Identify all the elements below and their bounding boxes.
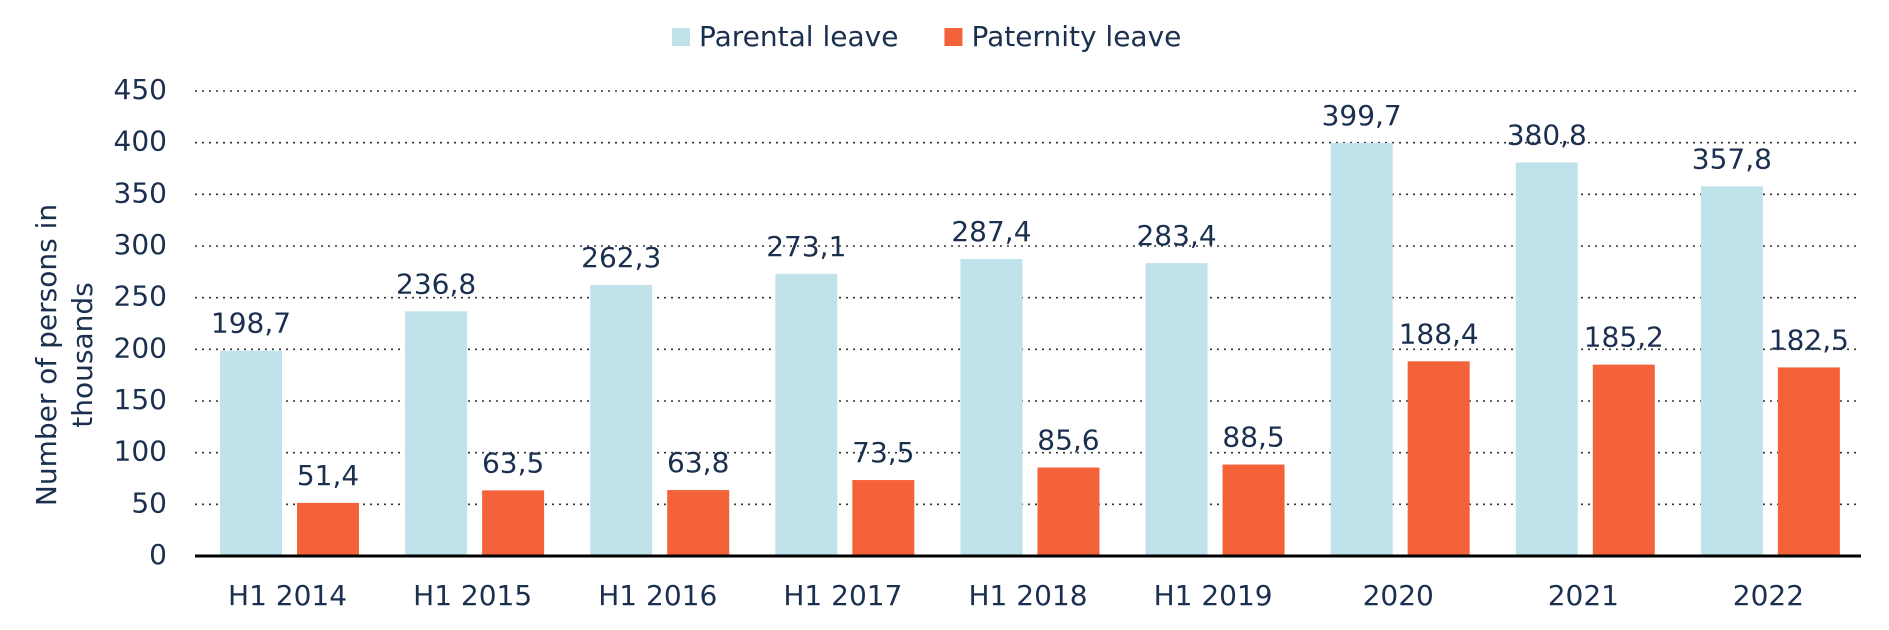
legend-swatch bbox=[672, 28, 690, 46]
x-tick-label: H1 2014 bbox=[228, 579, 347, 612]
value-label: 63,8 bbox=[667, 446, 729, 479]
value-label: 188,4 bbox=[1399, 317, 1479, 350]
y-tick-label: 450 bbox=[114, 73, 167, 106]
bar bbox=[1592, 364, 1655, 556]
value-label: 182,5 bbox=[1769, 323, 1849, 356]
bar bbox=[1407, 361, 1470, 556]
bar bbox=[775, 273, 838, 556]
bar bbox=[852, 480, 915, 556]
value-label: 51,4 bbox=[297, 459, 359, 492]
y-tick-label: 100 bbox=[114, 435, 167, 468]
value-label: 85,6 bbox=[1037, 424, 1099, 457]
y-tick-label: 50 bbox=[131, 486, 167, 519]
bar bbox=[1330, 142, 1393, 556]
y-axis-title: thousands bbox=[66, 282, 99, 427]
value-label: 198,7 bbox=[211, 307, 291, 340]
value-label: 380,8 bbox=[1507, 119, 1587, 152]
x-tick-label: H1 2016 bbox=[598, 579, 717, 612]
legend-label: Paternity leave bbox=[971, 20, 1181, 53]
x-tick-label: H1 2015 bbox=[413, 579, 532, 612]
x-tick-label: H1 2019 bbox=[1154, 579, 1273, 612]
x-tick-label: H1 2017 bbox=[783, 579, 902, 612]
bar bbox=[1515, 162, 1578, 557]
value-label: 236,8 bbox=[396, 267, 476, 300]
bar bbox=[297, 502, 359, 556]
y-tick-label: 150 bbox=[114, 383, 167, 416]
y-axis-title: Number of persons in bbox=[30, 204, 63, 506]
x-tick-label: 2022 bbox=[1733, 579, 1804, 612]
x-tick-label: 2021 bbox=[1548, 579, 1619, 612]
value-label: 73,5 bbox=[852, 436, 914, 469]
value-label: 185,2 bbox=[1584, 321, 1664, 354]
bar bbox=[1222, 464, 1285, 556]
bar bbox=[405, 311, 468, 556]
y-tick-label: 300 bbox=[114, 228, 167, 261]
value-label: 88,5 bbox=[1222, 421, 1284, 454]
value-label: 63,5 bbox=[482, 446, 544, 479]
bar bbox=[590, 284, 653, 556]
y-tick-label: 0 bbox=[149, 538, 167, 571]
x-tick-label: 2020 bbox=[1363, 579, 1434, 612]
bar bbox=[667, 490, 730, 556]
legend-swatch bbox=[944, 28, 963, 46]
legend-label: Parental leave bbox=[699, 20, 898, 53]
bar bbox=[1145, 263, 1208, 556]
bar bbox=[1777, 367, 1840, 556]
bar bbox=[1700, 186, 1763, 557]
value-label: 273,1 bbox=[766, 230, 846, 263]
value-label: 399,7 bbox=[1322, 99, 1402, 132]
value-label: 262,3 bbox=[581, 241, 661, 274]
bar bbox=[1037, 467, 1100, 556]
bar bbox=[482, 490, 545, 556]
bar bbox=[220, 350, 282, 556]
y-tick-label: 350 bbox=[114, 176, 167, 209]
value-label: 283,4 bbox=[1136, 219, 1216, 252]
value-label: 287,4 bbox=[951, 215, 1031, 248]
x-tick-label: H1 2018 bbox=[968, 579, 1087, 612]
y-tick-label: 400 bbox=[114, 125, 167, 158]
y-tick-label: 200 bbox=[114, 331, 167, 364]
y-tick-label: 250 bbox=[114, 280, 167, 313]
value-label: 357,8 bbox=[1692, 142, 1772, 175]
bar bbox=[960, 259, 1023, 556]
